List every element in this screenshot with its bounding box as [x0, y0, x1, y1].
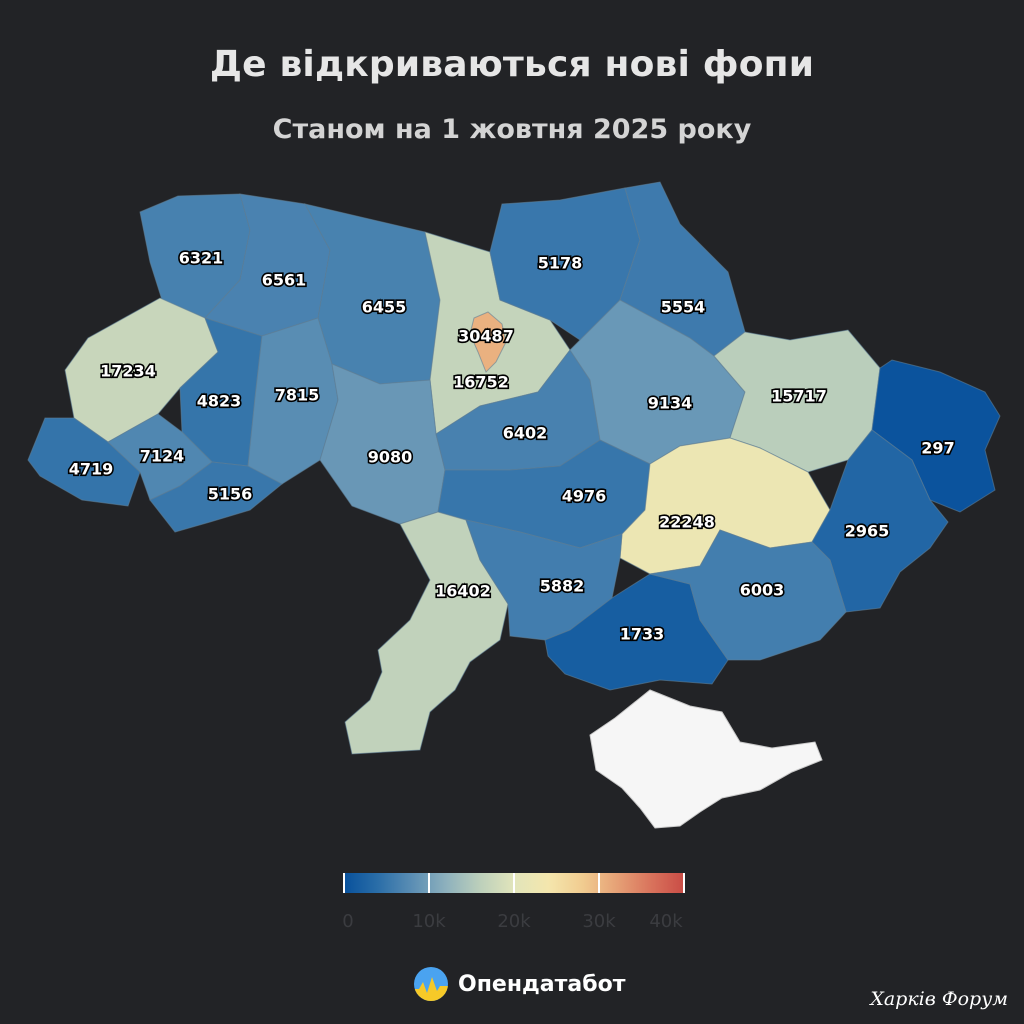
- regions-layer: [27, 181, 1001, 829]
- label-vinnytsia: 9080: [368, 448, 413, 467]
- label-zakarpattia: 4719: [69, 460, 114, 479]
- label-mykolaiv: 5882: [540, 577, 585, 596]
- label-chernihiv: 5178: [538, 254, 583, 273]
- colorbar-tick-label: 30k: [582, 911, 616, 932]
- label-odesa: 16402: [435, 582, 491, 601]
- label-sumy: 5554: [661, 298, 706, 317]
- label-zaporizhzhia: 6003: [740, 581, 785, 600]
- colorbar-tick-label: 0: [342, 911, 354, 932]
- label-dnipropetrovsk: 22248: [659, 513, 715, 532]
- colorbar-tick-label: 40k: [649, 911, 683, 932]
- region-chernivtsi[interactable]: [149, 461, 283, 533]
- label-zhytomyr: 6455: [362, 298, 407, 317]
- label-donetsk: 2965: [845, 522, 890, 541]
- map-subtitle: Станом на 1 жовтня 2025 року: [272, 114, 752, 145]
- watermark: Харків Форум: [870, 988, 1008, 1010]
- label-cherkasy: 6402: [503, 424, 548, 443]
- label-rivne: 6561: [262, 271, 307, 290]
- label-luhansk: 297: [921, 439, 954, 458]
- label-poltava: 9134: [648, 394, 693, 413]
- label-kyiv-oblast: 16752: [453, 373, 509, 392]
- label-kherson: 1733: [620, 625, 665, 644]
- label-chernivtsi: 5156: [208, 485, 253, 504]
- label-kyiv-city: 30487: [458, 327, 514, 346]
- map-title: Де відкриваються нові фопи: [209, 44, 815, 85]
- label-volyn: 6321: [179, 249, 224, 268]
- region-zaporizhzhia[interactable]: [649, 529, 847, 661]
- label-kirovohrad: 4976: [562, 487, 607, 506]
- region-kyiv-city[interactable]: [469, 311, 507, 373]
- brand-name: Опендатабот: [458, 971, 626, 997]
- colorbar-tick-label: 10k: [412, 911, 446, 932]
- label-kharkiv: 15717: [771, 387, 827, 406]
- region-khmelnytskyi[interactable]: [247, 317, 339, 485]
- colorbar-legend: [344, 873, 685, 893]
- colorbar-tick-label: 20k: [497, 911, 531, 932]
- region-vinnytsia[interactable]: [319, 363, 446, 525]
- value-labels-layer: 6321 6561 6455 30487 16752 5178 5554 172…: [67, 247, 956, 645]
- label-khmelnytskyi: 7815: [275, 386, 320, 405]
- label-lviv: 17234: [100, 362, 156, 381]
- region-crimea-no-data: [589, 689, 823, 829]
- opendatabot-logo-icon: [414, 967, 448, 1001]
- label-ivano-frankivsk: 7124: [140, 447, 185, 466]
- label-ternopil: 4823: [197, 392, 242, 411]
- brand-block: Опендатабот: [412, 964, 625, 1004]
